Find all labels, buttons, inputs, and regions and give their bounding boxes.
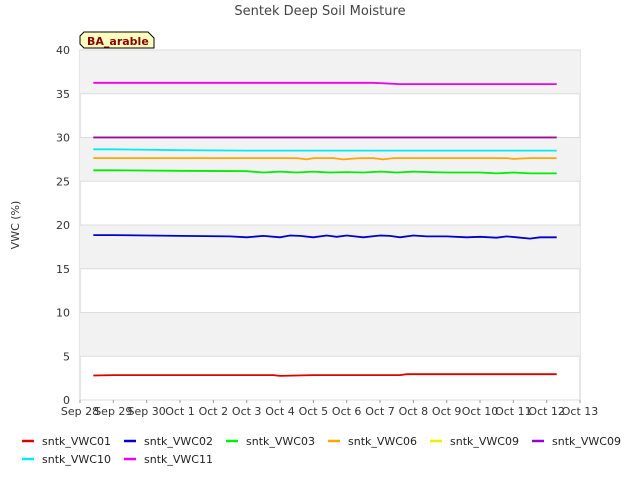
x-tick-label: Oct 5 — [299, 405, 329, 418]
x-tick-label: Sep 29 — [94, 405, 132, 418]
x-tick-label: Oct 12 — [528, 405, 565, 418]
legend-item: sntk_VWC06 — [328, 435, 417, 448]
series-line-sntk_vwc03-2 — [93, 169, 557, 175]
x-tick-label: Oct 6 — [332, 405, 362, 418]
y-tick-label: 0 — [63, 394, 70, 407]
y-axis-label: VWC (%) — [9, 201, 22, 250]
legend: sntk_VWC01 sntk_VWC02 sntk_VWC03 sntk_VWC06… — [22, 435, 621, 466]
grid-band — [80, 50, 580, 94]
badge-shape — [79, 31, 155, 49]
series-line-sntk_vwc11-7 — [93, 81, 557, 85]
x-tick-label: Oct 9 — [432, 405, 462, 418]
site-badge: BA_arable — [79, 31, 155, 49]
legend-label: sntk_VWC01 — [42, 435, 111, 448]
x-tick-label: Oct 4 — [265, 405, 295, 418]
y-tick-label: 15 — [56, 263, 70, 276]
y-tick-label: 40 — [56, 44, 70, 57]
x-tick-label: Oct 1 — [165, 405, 195, 418]
x-tick-label: Oct 13 — [562, 405, 599, 418]
legend-label: sntk_VWC03 — [246, 435, 315, 448]
x-tick-label: Oct 3 — [232, 405, 262, 418]
series-line-sntk_vwc10-6 — [93, 148, 557, 152]
legend-label: sntk_VWC09 — [552, 435, 621, 448]
x-tick-label: Oct 11 — [495, 405, 532, 418]
y-tick-labels: 0 5 10 15 20 25 30 35 40 — [56, 44, 70, 407]
legend-label: sntk_VWC10 — [42, 453, 111, 466]
y-tick-label: 5 — [63, 350, 70, 363]
y-tick-label: 35 — [56, 88, 70, 101]
legend-label: sntk_VWC02 — [144, 435, 213, 448]
series-line-sntk_vwc02-1 — [93, 234, 557, 240]
x-tick-label: Sep 30 — [128, 405, 166, 418]
series-group — [93, 81, 557, 377]
legend-item: sntk_VWC01 — [22, 435, 111, 448]
x-tick-label: Oct 2 — [199, 405, 229, 418]
series-line-sntk_vwc01-0 — [93, 373, 557, 377]
x-tick-label: Oct 7 — [365, 405, 395, 418]
grid-band — [80, 312, 580, 357]
grid-band — [80, 225, 580, 269]
x-tick-label: Sep 28 — [61, 405, 99, 418]
legend-label: sntk_VWC11 — [144, 453, 213, 466]
legend-item: sntk_VWC02 — [124, 435, 213, 448]
x-tick-label: Oct 10 — [462, 405, 499, 418]
y-tick-label: 10 — [56, 307, 70, 320]
y-tick-label: 20 — [56, 219, 70, 232]
legend-label: sntk_VWC09 — [450, 435, 519, 448]
y-tick-label: 30 — [56, 132, 70, 145]
chart-title: Sentek Deep Soil Moisture — [234, 4, 405, 19]
legend-item: sntk_VWC11 — [124, 453, 213, 466]
badge-label: BA_arable — [87, 35, 149, 48]
grid-band — [80, 137, 580, 182]
legend-label: sntk_VWC06 — [348, 435, 417, 448]
legend-item: sntk_VWC03 — [226, 435, 315, 448]
legend-item: sntk_VWC09 — [430, 435, 519, 448]
x-tick-label: Oct 8 — [399, 405, 429, 418]
series-line-sntk_vwc06-3 — [93, 157, 557, 161]
legend-item: sntk_VWC10 — [22, 453, 111, 466]
y-tick-label: 25 — [56, 175, 70, 188]
legend-item: sntk_VWC09 — [532, 435, 621, 448]
